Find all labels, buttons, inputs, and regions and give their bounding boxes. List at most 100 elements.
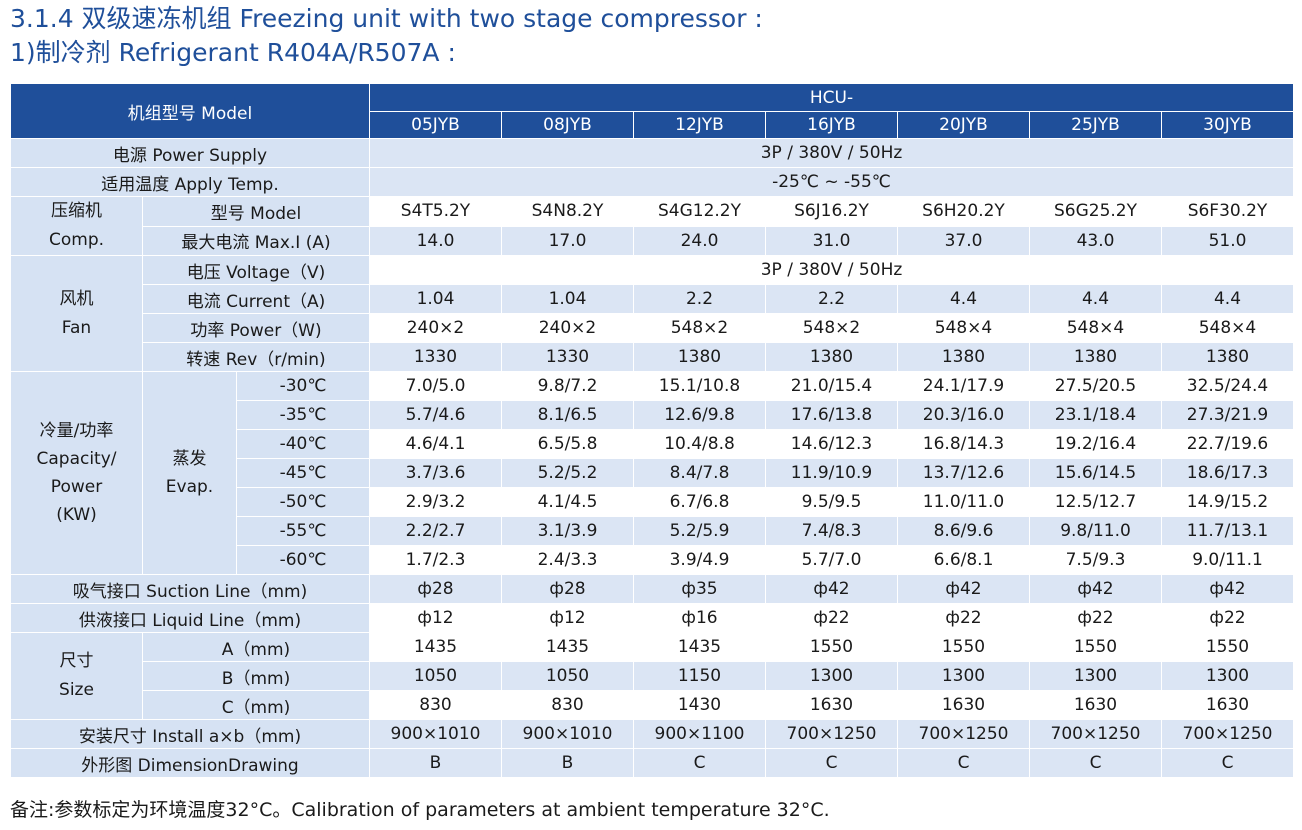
model-column-header: 30JYB: [1161, 111, 1294, 139]
compressor-group-label: 压缩机 Comp.: [10, 196, 143, 256]
table-row: 电流 Current（A) 1.04 1.04 2.2 2.2 4.4 4.4 …: [11, 284, 1294, 314]
table-cell: 1380: [765, 342, 898, 372]
table-cell: 37.0: [897, 225, 1030, 256]
table-cell: 5.2/5.9: [633, 516, 766, 546]
table-cell: 9.8/7.2: [501, 371, 634, 401]
table-row: 安装尺寸 Install a×b（mm) 900×1010 900×1010 9…: [10, 719, 1294, 749]
table-cell: 11.0/11.0: [897, 487, 1030, 517]
table-row: -50℃ 2.9/3.2 4.1/4.5 6.7/6.8 9.5/9.5 11.…: [11, 487, 1294, 517]
evap-temp-label: -55℃: [236, 516, 370, 546]
size-a-label: A（mm): [142, 632, 370, 662]
table-cell: 7.5/9.3: [1029, 545, 1162, 575]
table-cell: 5.2/5.2: [501, 458, 634, 488]
size-c-label: C（mm): [142, 690, 370, 720]
evap-group-label: 蒸发 Evap.: [142, 371, 237, 575]
table-row: -55℃ 2.2/2.7 3.1/3.9 5.2/5.9 7.4/8.3 8.6…: [11, 516, 1294, 546]
table-row: -35℃ 5.7/4.6 8.1/6.5 12.6/9.8 17.6/13.8 …: [11, 400, 1294, 430]
table-cell: 6.6/8.1: [897, 545, 1030, 575]
table-cell: 548×2: [633, 313, 766, 343]
table-cell: 4.4: [1029, 284, 1162, 314]
table-cell: ф12: [369, 603, 502, 633]
table-cell: 548×4: [897, 313, 1030, 343]
table-cell: 700×1250: [1029, 719, 1162, 749]
table-cell: 2.4/3.3: [501, 545, 634, 575]
table-cell: 830: [501, 690, 634, 720]
model-column-header: 25JYB: [1029, 111, 1162, 139]
table-cell: 4.6/4.1: [369, 429, 502, 459]
table-cell: 12.6/9.8: [633, 400, 766, 430]
model-header-label: 机组型号 Model: [10, 83, 370, 139]
evap-temp-label: -40℃: [236, 429, 370, 459]
table-cell: 4.4: [1161, 284, 1294, 314]
table-cell: 14.9/15.2: [1161, 487, 1294, 517]
apply-temp-label: 适用温度 Apply Temp.: [10, 167, 370, 197]
fan-voltage-label: 电压 Voltage（V): [142, 255, 370, 285]
table-cell: 1550: [897, 632, 1030, 662]
table-cell: 1550: [1161, 632, 1294, 662]
max-current-label: 最大电流 Max.I (A): [142, 225, 370, 256]
capacity-group-label: 冷量/功率 Capacity/Power (KW): [10, 371, 143, 575]
fan-power-label: 功率 Power（W): [142, 313, 370, 343]
table-row: 转速 Rev（r/min) 1330 1330 1380 1380 1380 1…: [11, 342, 1294, 372]
table-cell: B: [501, 748, 634, 778]
table-cell: 11.7/13.1: [1161, 516, 1294, 546]
table-cell: ф28: [501, 574, 634, 604]
table-cell: 6.7/6.8: [633, 487, 766, 517]
table-cell: 51.0: [1161, 225, 1294, 256]
table-cell: ф42: [765, 574, 898, 604]
table-cell: 1630: [897, 690, 1030, 720]
table-cell: 20.3/16.0: [897, 400, 1030, 430]
table-cell: 240×2: [369, 313, 502, 343]
table-cell: 16.8/14.3: [897, 429, 1030, 459]
table-cell: 9.0/11.1: [1161, 545, 1294, 575]
model-column-header: 16JYB: [765, 111, 898, 139]
table-cell: S4G12.2Y: [633, 196, 766, 227]
apply-temp-value: -25℃ ~ -55℃: [369, 167, 1294, 197]
table-cell: C: [897, 748, 1030, 778]
table-cell: 1330: [369, 342, 502, 372]
table-cell: 1550: [765, 632, 898, 662]
table-cell: 1550: [1029, 632, 1162, 662]
table-cell: C: [633, 748, 766, 778]
power-supply-value: 3P / 380V / 50Hz: [369, 138, 1294, 168]
table-row: 压缩机 Comp. 型号 Model S4T5.2Y S4N8.2Y S4G12.…: [10, 196, 1294, 256]
table-cell: 15.1/10.8: [633, 371, 766, 401]
table-cell: 9.5/9.5: [765, 487, 898, 517]
table-cell: 3.9/4.9: [633, 545, 766, 575]
dimension-drawing-label: 外形图 DimensionDrawing: [10, 748, 370, 778]
table-cell: 1630: [1161, 690, 1294, 720]
table-cell: 31.0: [765, 225, 898, 256]
table-cell: 1.04: [501, 284, 634, 314]
table-cell: 1435: [369, 632, 502, 662]
table-cell: 3.7/3.6: [369, 458, 502, 488]
fan-current-label: 电流 Current（A): [142, 284, 370, 314]
table-cell: 1430: [633, 690, 766, 720]
table-cell: S6F30.2Y: [1161, 196, 1294, 227]
evap-temp-label: -35℃: [236, 400, 370, 430]
table-cell: 4.1/4.5: [501, 487, 634, 517]
evap-temp-label: -50℃: [236, 487, 370, 517]
table-cell: 24.1/17.9: [897, 371, 1030, 401]
table-cell: S6H20.2Y: [897, 196, 1030, 227]
table-cell: 700×1250: [1161, 719, 1294, 749]
table-cell: ф22: [1029, 603, 1162, 633]
table-cell: 240×2: [501, 313, 634, 343]
table-cell: S6G25.2Y: [1029, 196, 1162, 227]
table-cell: 8.4/7.8: [633, 458, 766, 488]
fan-rev-label: 转速 Rev（r/min): [142, 342, 370, 372]
table-row: C（mm) 830 830 1430 1630 1630 1630 1630: [11, 690, 1294, 720]
evap-temp-label: -30℃: [236, 371, 370, 401]
table-cell: 27.5/20.5: [1029, 371, 1162, 401]
fan-group-label: 风机 Fan: [10, 255, 143, 372]
table-cell: 7.4/8.3: [765, 516, 898, 546]
table-row: 电源 Power Supply 3P / 380V / 50Hz: [10, 138, 1294, 168]
table-cell: 5.7/4.6: [369, 400, 502, 430]
table-cell: 2.2: [633, 284, 766, 314]
table-cell: 13.7/12.6: [897, 458, 1030, 488]
liquid-line-label: 供液接口 Liquid Line（mm): [10, 603, 370, 633]
table-cell: 700×1250: [765, 719, 898, 749]
table-cell: 1380: [1161, 342, 1294, 372]
table-row: 最大电流 Max.I (A) 14.0 17.0 24.0 31.0 37.0 …: [11, 225, 1294, 256]
table-cell: 548×4: [1161, 313, 1294, 343]
table-cell: 14.0: [369, 225, 502, 256]
